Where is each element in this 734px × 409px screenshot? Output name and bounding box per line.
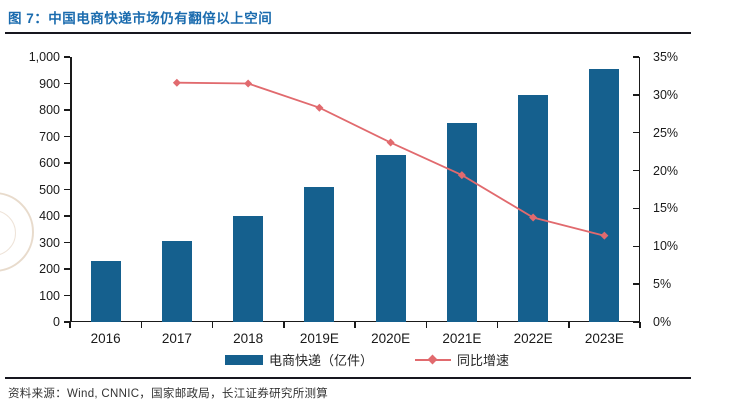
legend-label-line: 同比增速 [457,353,510,368]
y-axis-label-right: 15% [653,201,679,216]
left-axis-tick [64,241,70,244]
x-axis-line [70,320,640,322]
bar-2018 [233,216,264,322]
legend-label-bars: 电商快递（亿件） [268,353,373,368]
y-axis-label-left: 300 [39,235,60,250]
y-axis-label-left: 100 [39,288,60,303]
bar-2022E [518,95,549,322]
y-axis-label-right: 5% [653,277,672,292]
y-axis-label-left: 900 [39,76,60,91]
x-axis-tick [425,322,427,328]
source-note: 资料来源：Wind, CNNIC，国家邮政局，长江证券研究所测算 [8,388,329,400]
y-axis-label-left: 400 [39,209,60,223]
line-marker-diamond [457,171,466,180]
left-axis-tick [64,321,70,323]
y-axis-label-left: 1,000 [28,50,60,64]
bar-series-swatch [224,354,263,365]
line-marker-diamond [172,78,181,87]
figure-title: 图 7：中国电商快递市场仍有翻倍以上空间 [8,11,273,26]
x-axis-label: 2018 [233,331,264,346]
left-axis-tick [64,188,70,191]
x-axis-label: 2023E [584,331,624,346]
bar-2021E [446,123,477,322]
line-marker-diamond [315,103,324,112]
growth-line [176,81,605,237]
x-axis-tick [354,322,356,328]
line-marker-diamond [529,213,538,222]
line-series-swatch [415,354,451,365]
chart-plot-area: 0 100 200 300 400 500 600 700 800 900 1,000 0% 5% 10%… [29,50,678,346]
bar-2016 [90,261,121,322]
left-axis-tick [64,162,70,164]
x-axis-tick [568,322,570,328]
line-marker-diamond [244,79,253,88]
left-axis-tick [64,268,70,270]
right-axis-line [638,57,640,322]
title-divider [5,32,691,34]
y-axis-label-left: 800 [39,103,60,117]
right-axis-tick [633,283,639,285]
y-axis-label-right: 10% [653,239,679,254]
left-axis-tick [64,215,70,217]
x-axis-tick [639,322,641,328]
y-axis-label-right: 35% [653,50,679,64]
bar-2023E [589,68,620,322]
x-axis-label: 2016 [90,331,121,346]
y-axis-label-right: 30% [653,87,679,102]
x-axis-tick [496,322,499,328]
left-axis-tick [64,82,70,85]
right-axis-tick [633,207,639,210]
x-axis-label: 2019E [299,331,339,346]
legend-item-bars: 电商快递（亿件） [224,350,373,369]
left-axis-tick [64,135,70,138]
left-axis-tick [64,56,70,58]
x-axis-label: 2017 [161,331,192,346]
growth-line-series [172,78,609,240]
x-axis-label: 2020E [371,331,411,346]
x-axis-tick [283,322,285,328]
y-axis-label-left: 200 [39,262,60,276]
right-axis-tick [633,94,639,96]
x-axis-label: 2021E [442,331,482,346]
bar-2019E [304,186,335,322]
left-axis-tick [64,109,70,111]
line-marker-diamond [386,138,395,147]
left-axis-line [70,57,72,322]
y-axis-label-right: 0% [653,315,672,329]
x-axis-tick [211,322,214,328]
footer-divider [5,377,691,379]
y-axis-label-right: 20% [653,163,679,178]
right-axis-tick [633,321,639,323]
left-axis-tick [64,294,70,297]
x-axis-label: 2022E [513,331,553,346]
right-axis-tick [633,169,639,172]
line-marker-diamond [600,231,609,240]
x-axis-tick [140,322,142,328]
y-axis-label-left: 700 [39,129,60,144]
bar-2017 [161,241,192,322]
y-axis-label-left: 500 [39,182,60,197]
chart-legend: 电商快递（亿件） 同比增速 [0,350,734,369]
right-axis-tick [633,245,639,248]
bar-2020E [375,155,406,322]
y-axis-label-right: 25% [653,125,679,140]
legend-item-line: 同比增速 [415,350,509,369]
right-axis-tick [633,131,639,134]
right-axis-tick [633,56,639,58]
y-axis-label-left: 0 [53,315,60,329]
y-axis-label-left: 600 [39,156,60,170]
x-axis-tick [69,322,71,328]
